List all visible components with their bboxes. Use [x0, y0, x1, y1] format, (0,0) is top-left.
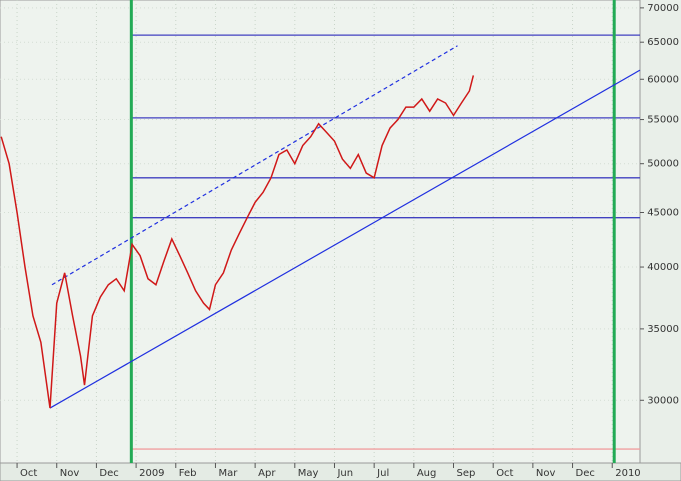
x-tick-label: Oct: [496, 468, 513, 479]
x-tick-label: Aug: [417, 468, 437, 479]
x-tick-label: Mar: [218, 468, 238, 479]
y-tick-label: 40000: [647, 262, 679, 273]
x-axis-strip: [0, 462, 681, 481]
y-tick-label: 60000: [647, 74, 679, 85]
trend-line: [49, 69, 641, 409]
x-tick-label: Jun: [336, 468, 353, 479]
trend-line: [51, 45, 458, 286]
y-tick-label: 45000: [647, 207, 679, 218]
y-tick-label: 70000: [647, 3, 679, 14]
y-tick-label: 55000: [647, 115, 679, 126]
x-tick-label: Sep: [457, 468, 476, 479]
x-tick-label: Nov: [60, 468, 80, 479]
plot-area: [0, 0, 641, 464]
x-tick-label: Jul: [376, 468, 389, 479]
x-tick-label: Feb: [179, 468, 197, 479]
y-tick-label: 30000: [647, 395, 679, 406]
y-tick-label: 65000: [647, 37, 679, 48]
x-tick-label: Oct: [20, 468, 37, 479]
x-tick-label: 2009: [139, 468, 164, 479]
y-tick-label: 50000: [647, 159, 679, 170]
price-line: [0, 75, 475, 409]
x-tick-label: 2010: [615, 468, 640, 479]
x-tick-label: Apr: [258, 468, 276, 479]
x-tick-label: May: [298, 468, 319, 479]
x-tick-label: Dec: [99, 468, 118, 479]
y-tick-label: 35000: [647, 324, 679, 335]
x-tick-label: Nov: [536, 468, 556, 479]
x-tick-label: Dec: [576, 468, 595, 479]
